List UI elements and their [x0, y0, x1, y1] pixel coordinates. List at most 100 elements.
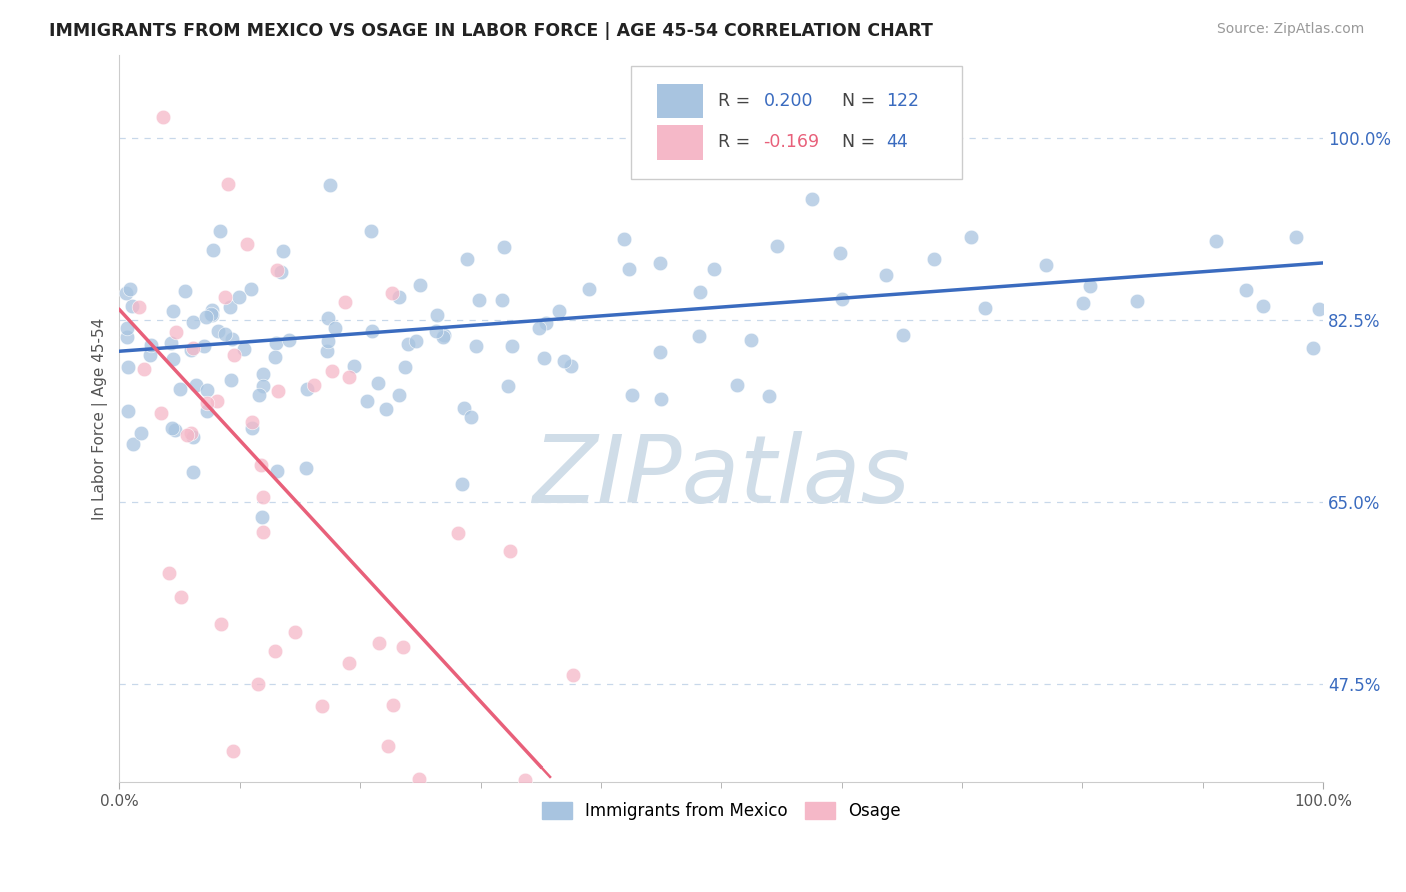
- Point: [181, 466, 204, 480]
- Point: [316, 343, 339, 358]
- Point: [408, 772, 430, 786]
- Point: [725, 378, 748, 392]
- Point: [219, 374, 242, 388]
- Point: [200, 307, 222, 321]
- Point: [302, 378, 325, 392]
- Point: [219, 300, 242, 314]
- Point: [974, 301, 997, 315]
- Point: [160, 421, 183, 435]
- Text: -0.169: -0.169: [763, 134, 820, 152]
- Point: [165, 326, 187, 340]
- Point: [1073, 296, 1095, 310]
- Point: [169, 591, 191, 605]
- Text: R =: R =: [717, 92, 755, 110]
- Point: [498, 379, 520, 393]
- Point: [132, 362, 155, 376]
- Point: [337, 370, 360, 384]
- Point: [117, 404, 139, 418]
- Legend: Immigrants from Mexico, Osage: Immigrants from Mexico, Osage: [536, 795, 907, 826]
- Point: [263, 644, 285, 658]
- Point: [214, 289, 236, 303]
- Point: [263, 351, 285, 365]
- Point: [1302, 341, 1324, 355]
- Point: [139, 348, 162, 362]
- Point: [367, 636, 389, 650]
- Point: [128, 300, 150, 314]
- Point: [176, 428, 198, 442]
- Point: [562, 667, 585, 681]
- Point: [377, 739, 399, 753]
- Point: [740, 333, 762, 347]
- Point: [284, 624, 307, 639]
- Point: [266, 464, 288, 478]
- Point: [831, 292, 853, 306]
- Point: [311, 698, 333, 713]
- Point: [295, 461, 318, 475]
- Point: [236, 236, 259, 251]
- FancyBboxPatch shape: [658, 84, 703, 119]
- Point: [828, 246, 851, 260]
- Point: [513, 772, 536, 787]
- Point: [388, 388, 411, 402]
- Point: [129, 426, 152, 441]
- Point: [207, 393, 229, 408]
- Point: [467, 293, 489, 307]
- Point: [157, 566, 180, 581]
- Point: [117, 359, 139, 374]
- Point: [115, 321, 138, 335]
- Point: [250, 509, 273, 524]
- FancyBboxPatch shape: [631, 66, 962, 178]
- Point: [180, 343, 202, 357]
- Point: [266, 262, 288, 277]
- Point: [425, 325, 447, 339]
- Point: [323, 321, 346, 335]
- Point: [447, 525, 470, 540]
- Point: [180, 426, 202, 441]
- Point: [169, 382, 191, 396]
- Text: 0.200: 0.200: [763, 92, 813, 110]
- Point: [758, 389, 780, 403]
- Point: [1035, 258, 1057, 272]
- Point: [181, 315, 204, 329]
- Point: [195, 383, 218, 397]
- Point: [343, 359, 366, 374]
- Point: [200, 308, 222, 322]
- Point: [159, 335, 181, 350]
- Point: [200, 303, 222, 318]
- Point: [316, 310, 339, 325]
- Point: [1205, 234, 1227, 248]
- Point: [451, 476, 474, 491]
- Point: [360, 324, 382, 338]
- Point: [214, 327, 236, 342]
- Point: [193, 339, 215, 353]
- Point: [689, 285, 711, 299]
- Text: Source: ZipAtlas.com: Source: ZipAtlas.com: [1216, 22, 1364, 37]
- Point: [1308, 302, 1330, 317]
- Point: [381, 285, 404, 300]
- Point: [650, 344, 672, 359]
- Point: [221, 332, 243, 346]
- Point: [367, 376, 389, 390]
- Point: [162, 351, 184, 366]
- Point: [195, 404, 218, 418]
- Point: [1126, 293, 1149, 308]
- Text: ZIPatlas: ZIPatlas: [533, 432, 910, 523]
- Y-axis label: In Labor Force | Age 45-54: In Labor Force | Age 45-54: [93, 318, 108, 520]
- Point: [163, 423, 186, 437]
- Point: [278, 333, 301, 347]
- Point: [174, 284, 197, 298]
- Point: [650, 256, 672, 270]
- Point: [195, 310, 218, 324]
- Text: R =: R =: [717, 134, 755, 152]
- Point: [375, 401, 398, 416]
- Point: [703, 261, 725, 276]
- Point: [617, 261, 640, 276]
- Text: IMMIGRANTS FROM MEXICO VS OSAGE IN LABOR FORCE | AGE 45-54 CORRELATION CHART: IMMIGRANTS FROM MEXICO VS OSAGE IN LABOR…: [49, 22, 934, 40]
- Point: [959, 229, 981, 244]
- Point: [252, 368, 274, 382]
- Point: [181, 430, 204, 444]
- Point: [613, 232, 636, 246]
- Point: [295, 383, 318, 397]
- Point: [891, 327, 914, 342]
- Point: [578, 282, 600, 296]
